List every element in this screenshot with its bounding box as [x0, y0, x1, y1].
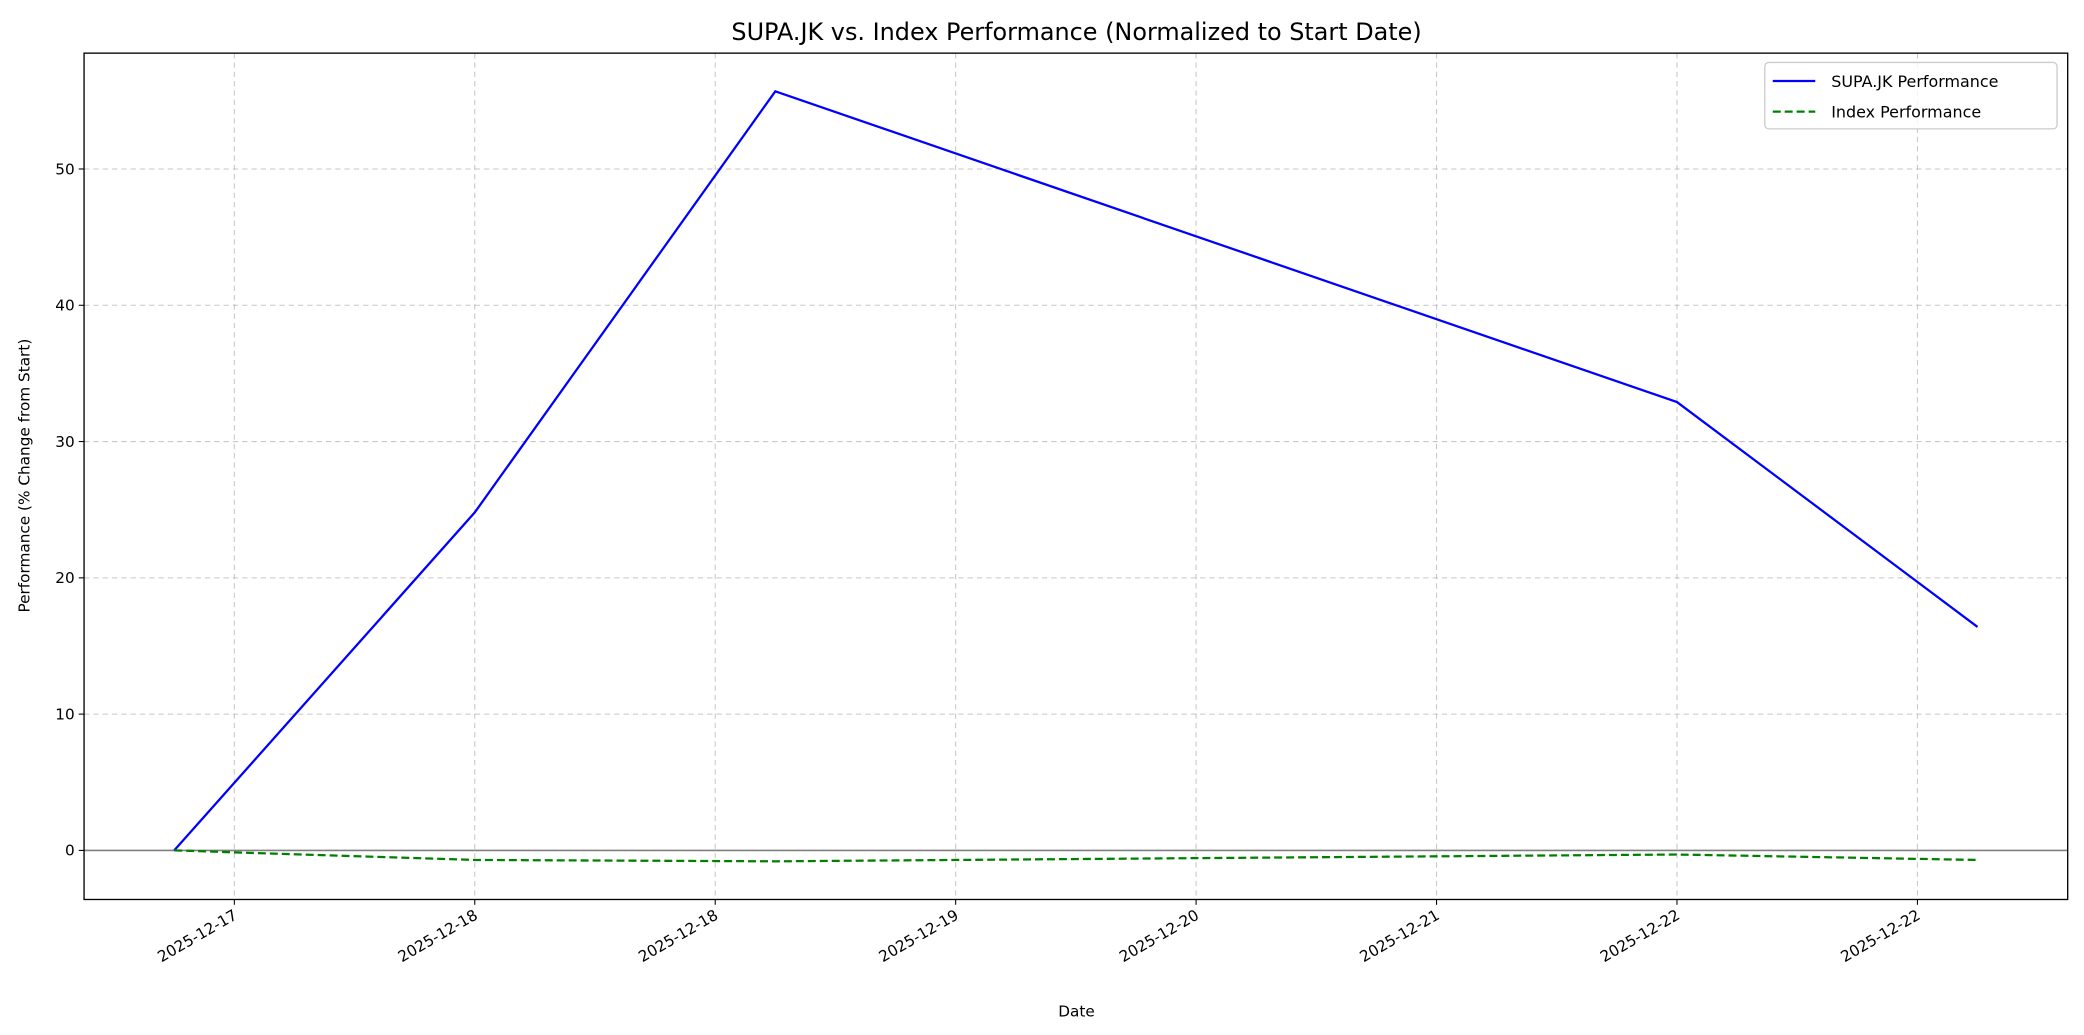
x-axis-label: Date	[1058, 1002, 1095, 1020]
legend-label: Index Performance	[1831, 103, 1981, 122]
y-axis-label: Performance (% Change from Start)	[16, 339, 34, 613]
plot-frame	[83, 52, 2069, 901]
y-tick-label: 50	[55, 160, 74, 178]
chart-title: SUPA.JK vs. Index Performance (Normalize…	[731, 18, 1421, 46]
y-tick-label: 0	[65, 842, 75, 860]
legend-box	[1764, 61, 2058, 130]
legend: SUPA.JK Performance Index Performance	[1764, 61, 2058, 130]
series-line	[173, 89, 1979, 852]
y-tick-label: 20	[55, 569, 74, 587]
y-tick-label: 40	[55, 297, 74, 315]
y-tick-label: 10	[55, 705, 74, 723]
legend-label: SUPA.JK Performance	[1831, 72, 1998, 91]
y-tick-label: 30	[55, 433, 74, 451]
series-line	[174, 849, 1978, 863]
